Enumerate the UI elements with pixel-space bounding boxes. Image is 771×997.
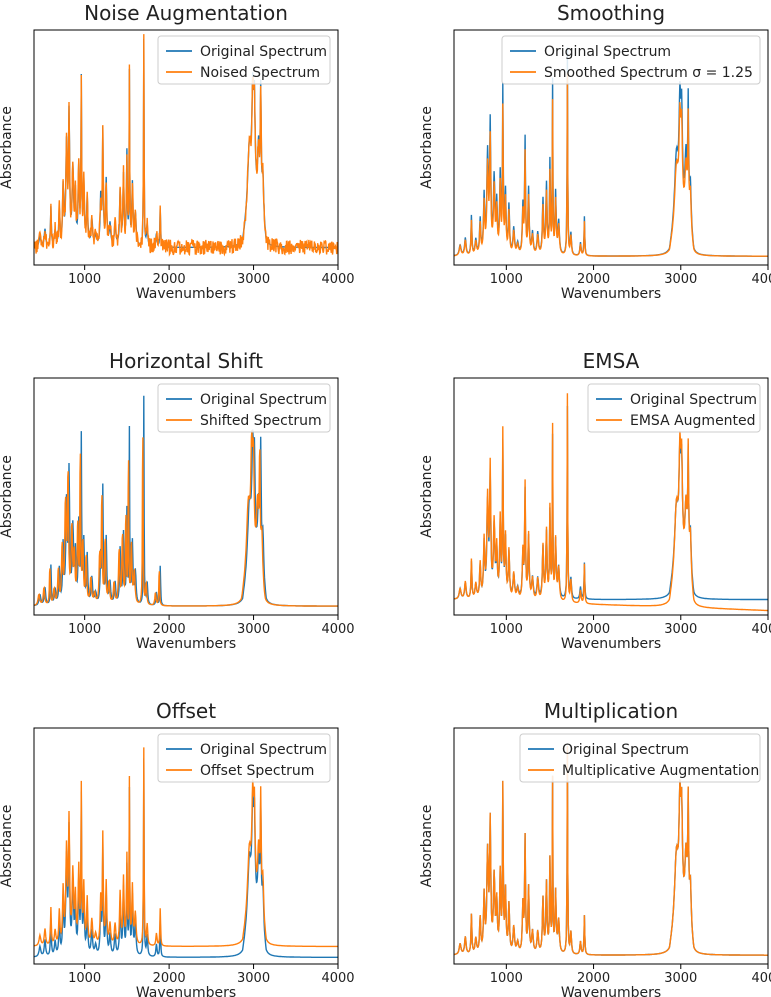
axes-frame — [453, 29, 769, 266]
legend-label: Smoothed Spectrum σ = 1.25 — [544, 65, 753, 81]
panel-multiplication: 1000 2000 3000 4000 Wavenumbers Absorbance Mul… — [419, 699, 771, 997]
x-tick-label: 2000 — [577, 622, 610, 637]
legend-box — [519, 733, 761, 783]
axes-frame — [33, 377, 339, 616]
x-tick-label: 4000 — [751, 971, 771, 986]
axes-frame — [33, 727, 339, 965]
x-tick-label: 4000 — [321, 971, 354, 986]
x-tick-label: 4000 — [321, 622, 354, 637]
x-tick-label: 4000 — [751, 272, 771, 287]
x-axis-label: Wavenumbers — [561, 985, 661, 997]
x-tick-label: 2000 — [577, 272, 610, 287]
panel-title: Smoothing — [557, 1, 665, 25]
legend-label: Original Spectrum — [562, 742, 689, 758]
series-line-augmented — [454, 393, 768, 612]
x-tick-label: 3000 — [664, 971, 697, 986]
x-tick-label: 1000 — [68, 272, 101, 287]
x-tick-label: 1000 — [68, 622, 101, 637]
x-tick-label: 2000 — [577, 971, 610, 986]
panel-title: Horizontal Shift — [109, 349, 263, 373]
axes-frame — [33, 29, 339, 266]
x-tick-label: 1000 — [490, 622, 523, 637]
legend-label: Original Spectrum — [630, 392, 757, 408]
legend-label: Original Spectrum — [200, 392, 327, 408]
legend-label: Original Spectrum — [200, 44, 327, 60]
panel-noise-augmentation: 1000 2000 3000 4000 Wavenumbers Absorbance Noi… — [0, 1, 355, 302]
x-axis-label: Wavenumbers — [136, 286, 236, 302]
x-axis-label: Wavenumbers — [561, 636, 661, 652]
x-tick-label: 1000 — [490, 272, 523, 287]
x-tick-label: 3000 — [237, 272, 270, 287]
panel-title: EMSA — [583, 349, 640, 373]
x-tick-label: 4000 — [321, 272, 354, 287]
legend-label: Offset Spectrum — [200, 763, 314, 779]
x-axis-label: Wavenumbers — [136, 636, 236, 652]
series-line-augmented — [34, 429, 338, 607]
panel-offset: 1000 2000 3000 4000 Wavenumbers Absorbance Off… — [0, 699, 355, 997]
y-axis-label: Absorbance — [419, 805, 435, 888]
x-tick-label: 2000 — [153, 622, 186, 637]
x-tick-label: 3000 — [237, 971, 270, 986]
legend-label: Original Spectrum — [544, 44, 671, 60]
axes-frame — [453, 377, 769, 616]
legend-label: Noised Spectrum — [200, 65, 320, 81]
x-tick-label: 3000 — [237, 622, 270, 637]
x-tick-label: 4000 — [751, 622, 771, 637]
panel-horizontal-shift: 1000 2000 3000 4000 Wavenumbers Absorbance Hor… — [0, 349, 355, 652]
legend-box — [587, 383, 761, 433]
x-tick-label: 1000 — [68, 971, 101, 986]
y-axis-label: Absorbance — [0, 455, 15, 538]
series-line-original — [454, 405, 768, 601]
axes-frame — [453, 727, 769, 965]
y-axis-label: Absorbance — [419, 455, 435, 538]
panel-title: Multiplication — [544, 699, 678, 723]
legend-label: Multiplicative Augmentation — [562, 763, 759, 779]
series-line-original — [34, 758, 338, 958]
x-axis-label: Wavenumbers — [561, 286, 661, 302]
legend-label: Shifted Spectrum — [200, 413, 322, 429]
panel-title: Noise Augmentation — [84, 1, 288, 25]
legend-label: Original Spectrum — [200, 742, 327, 758]
legend-box — [157, 383, 331, 433]
series-line-augmented — [34, 34, 338, 257]
x-tick-label: 3000 — [664, 622, 697, 637]
x-tick-label: 1000 — [490, 971, 523, 986]
legend-box — [157, 733, 331, 783]
y-axis-label: Absorbance — [0, 106, 15, 189]
x-tick-label: 2000 — [153, 272, 186, 287]
legend-box — [157, 35, 331, 85]
legend-box — [501, 35, 761, 85]
panel-smoothing: 1000 2000 3000 4000 Wavenumbers Absorbance Smo… — [419, 1, 771, 302]
series-line-augmented — [454, 745, 768, 956]
x-tick-label: 2000 — [153, 971, 186, 986]
y-axis-label: Absorbance — [0, 805, 15, 888]
y-axis-label: Absorbance — [419, 106, 435, 189]
legend-label: EMSA Augmented — [630, 413, 756, 429]
panel-emsa: 1000 2000 3000 4000 Wavenumbers Absorbance EMS… — [419, 349, 771, 652]
panel-title: Offset — [156, 699, 216, 723]
series-line-augmented — [34, 747, 338, 948]
x-tick-label: 3000 — [664, 272, 697, 287]
x-axis-label: Wavenumbers — [136, 985, 236, 997]
series-line-augmented — [454, 72, 768, 257]
